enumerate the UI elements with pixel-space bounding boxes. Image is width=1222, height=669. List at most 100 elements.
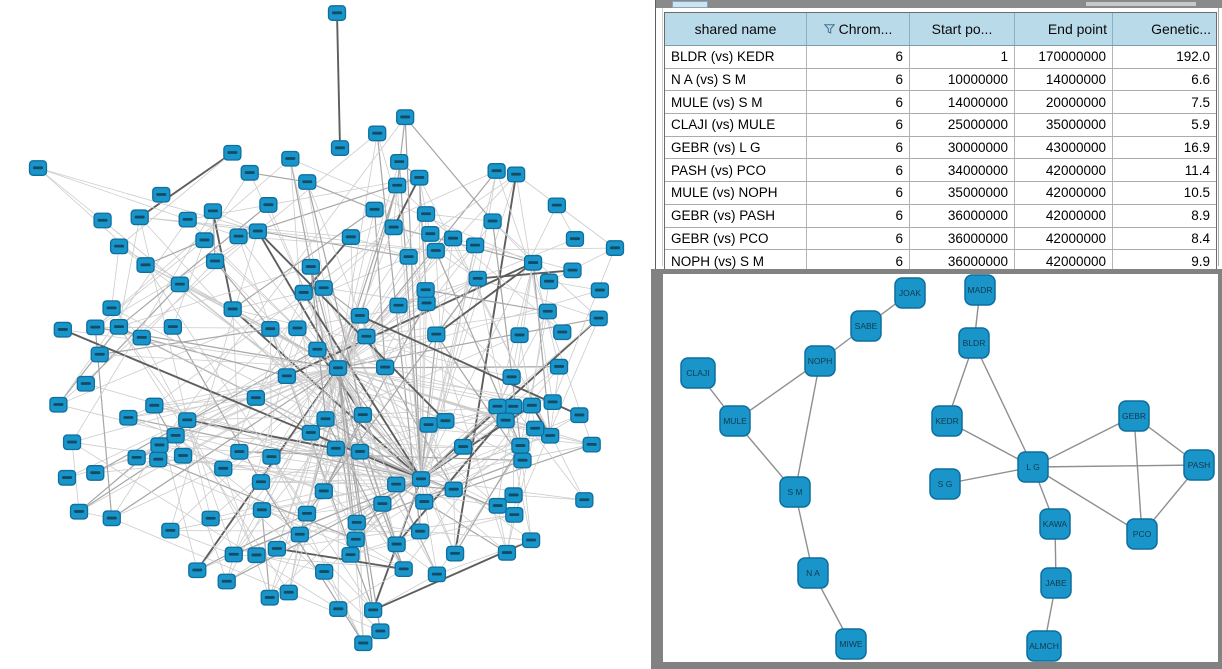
network-edge[interactable] bbox=[37, 167, 146, 266]
table-cell[interactable]: N A (vs) S M bbox=[665, 68, 807, 91]
network-node[interactable]: MADR bbox=[964, 274, 996, 306]
table-cell[interactable]: 10000000 bbox=[910, 68, 1015, 91]
table-row[interactable]: PASH (vs) PCO 6 34000000 42000000 11.4 bbox=[665, 159, 1216, 183]
network-edge[interactable] bbox=[269, 328, 272, 457]
network-edge[interactable] bbox=[395, 405, 514, 545]
network-node[interactable] bbox=[416, 282, 435, 298]
network-edge[interactable] bbox=[513, 494, 585, 501]
network-node[interactable] bbox=[453, 438, 473, 455]
network-edge[interactable] bbox=[513, 318, 600, 515]
network-node[interactable] bbox=[119, 409, 138, 426]
network-node[interactable] bbox=[301, 258, 320, 275]
table-cell[interactable]: 16.9 bbox=[1183, 140, 1210, 156]
network-edge[interactable] bbox=[118, 152, 233, 247]
network-node[interactable]: GEBR bbox=[1118, 400, 1150, 432]
table-cell[interactable]: 6 bbox=[807, 227, 910, 250]
table-row[interactable]: GEBR (vs) PCO 6 36000000 42000000 8.4 bbox=[665, 227, 1216, 251]
network-edge[interactable] bbox=[249, 172, 308, 183]
network-edge[interactable] bbox=[359, 213, 427, 316]
network-node[interactable] bbox=[411, 471, 431, 487]
network-node[interactable] bbox=[575, 492, 594, 508]
network-edge[interactable] bbox=[1032, 466, 1143, 535]
network-node[interactable] bbox=[353, 406, 372, 423]
network-edge[interactable] bbox=[222, 468, 271, 598]
network-node[interactable] bbox=[523, 254, 543, 271]
table-cell[interactable]: 14000000 bbox=[1015, 68, 1113, 91]
network-node[interactable] bbox=[368, 125, 387, 142]
network-node[interactable] bbox=[109, 318, 129, 335]
network-edge[interactable] bbox=[323, 287, 427, 304]
network-edge[interactable] bbox=[197, 513, 308, 571]
network-edge[interactable] bbox=[255, 327, 298, 399]
network-node[interactable] bbox=[419, 417, 438, 433]
network-node[interactable] bbox=[539, 273, 559, 290]
table-cell[interactable]: 42000000 bbox=[1015, 227, 1113, 250]
network-node[interactable] bbox=[170, 276, 190, 293]
network-node[interactable] bbox=[327, 5, 347, 21]
network-edge[interactable] bbox=[396, 117, 406, 186]
network-edge[interactable] bbox=[356, 459, 523, 524]
network-edge[interactable] bbox=[336, 12, 341, 149]
network-edge[interactable] bbox=[37, 167, 258, 232]
network-node[interactable] bbox=[163, 319, 182, 335]
table-cell[interactable]: MULE (vs) S M bbox=[665, 91, 807, 114]
network-edge[interactable] bbox=[111, 367, 339, 519]
network-node[interactable] bbox=[248, 223, 268, 240]
network-edge[interactable] bbox=[261, 509, 271, 598]
network-node[interactable] bbox=[217, 573, 236, 590]
network-edge[interactable] bbox=[57, 326, 120, 406]
network-node[interactable] bbox=[308, 341, 327, 358]
network-node[interactable] bbox=[465, 237, 485, 254]
network-node[interactable] bbox=[371, 623, 390, 640]
network-node[interactable]: KAWA bbox=[1039, 508, 1071, 540]
network-node[interactable] bbox=[357, 328, 376, 345]
table-cell[interactable]: 36000000 bbox=[910, 227, 1015, 250]
network-node[interactable] bbox=[505, 506, 524, 523]
network-node[interactable] bbox=[152, 186, 171, 203]
network-node[interactable]: N A bbox=[797, 557, 829, 589]
network-node[interactable] bbox=[341, 546, 360, 563]
table-row[interactable]: GEBR (vs) PASH 6 36000000 42000000 8.9 bbox=[665, 204, 1216, 228]
network-edge[interactable] bbox=[212, 211, 216, 262]
network-node[interactable]: BLDR bbox=[958, 327, 990, 359]
network-edge[interactable] bbox=[423, 245, 476, 502]
network-node[interactable] bbox=[246, 390, 266, 406]
network-node[interactable] bbox=[86, 319, 105, 336]
network-node[interactable] bbox=[294, 284, 313, 301]
network-edge[interactable] bbox=[118, 204, 269, 328]
network-edge[interactable] bbox=[289, 158, 312, 267]
network-node[interactable] bbox=[214, 460, 233, 477]
network-edge[interactable] bbox=[154, 226, 394, 406]
network-edge[interactable] bbox=[260, 481, 301, 535]
network-edge[interactable] bbox=[141, 337, 422, 480]
network-edge[interactable] bbox=[1032, 415, 1135, 468]
network-edge[interactable] bbox=[337, 161, 400, 369]
network-edge[interactable] bbox=[420, 478, 508, 554]
network-node[interactable] bbox=[28, 160, 48, 176]
table-row[interactable]: NOPH (vs) S M 6 36000000 42000000 9.9 bbox=[665, 250, 1216, 272]
network-node[interactable] bbox=[590, 282, 610, 299]
network-edge[interactable] bbox=[398, 161, 422, 480]
table-cell[interactable]: 42000000 bbox=[1015, 204, 1113, 227]
network-node[interactable] bbox=[496, 412, 515, 429]
network-edge[interactable] bbox=[477, 278, 599, 319]
network-edge[interactable] bbox=[111, 246, 120, 309]
network-edge[interactable] bbox=[520, 311, 549, 446]
network-edge[interactable] bbox=[350, 514, 515, 556]
network-node[interactable] bbox=[102, 510, 121, 527]
network-node[interactable] bbox=[504, 487, 523, 504]
network-node[interactable] bbox=[161, 522, 180, 539]
network-edge[interactable] bbox=[257, 230, 447, 422]
filter-icon[interactable] bbox=[823, 24, 835, 34]
network-node[interactable] bbox=[376, 359, 395, 376]
network-node[interactable] bbox=[350, 307, 370, 324]
network-edge[interactable] bbox=[350, 170, 497, 238]
network-node[interactable] bbox=[553, 324, 572, 341]
network-edge[interactable] bbox=[396, 185, 422, 480]
table-cell[interactable]: BLDR (vs) KEDR bbox=[665, 46, 807, 68]
network-node[interactable] bbox=[260, 589, 279, 606]
network-node[interactable] bbox=[399, 248, 418, 265]
network-edge[interactable] bbox=[435, 334, 523, 461]
network-edge[interactable] bbox=[255, 367, 339, 399]
network-edge[interactable] bbox=[1032, 464, 1200, 468]
